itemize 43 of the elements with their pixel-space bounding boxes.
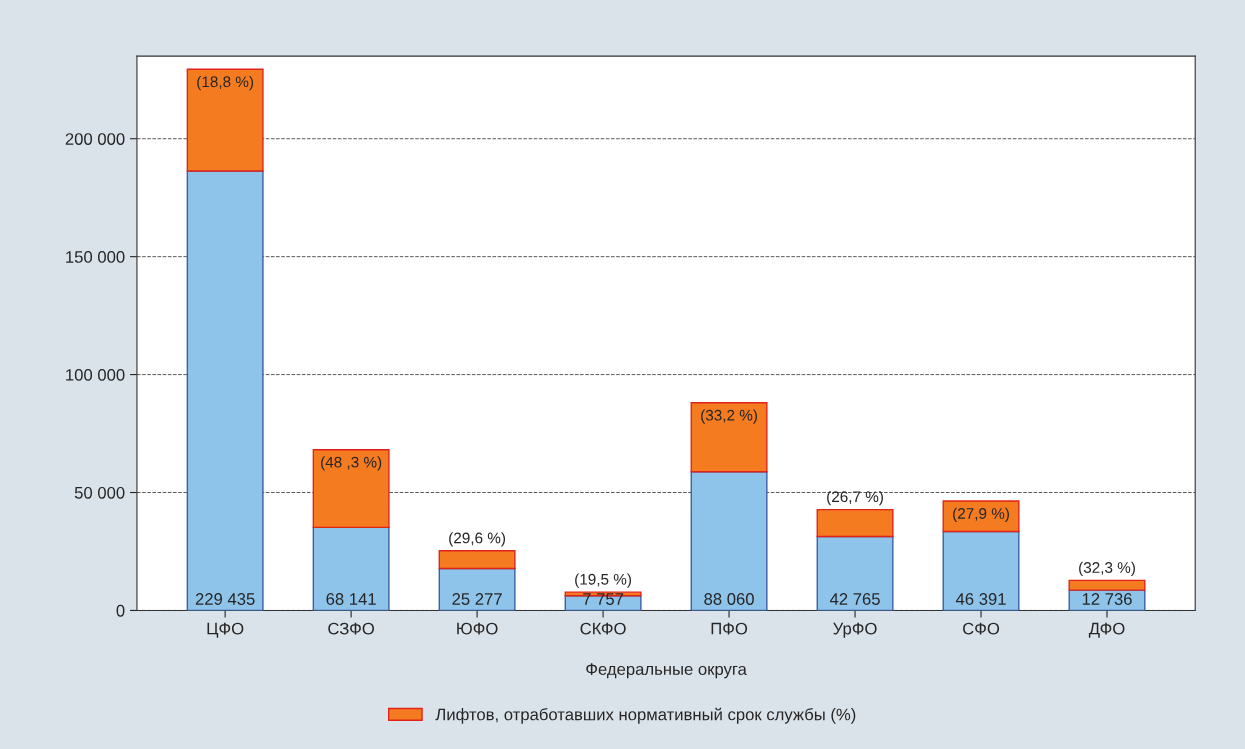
y-tick-label: 50 000 [74, 486, 125, 499]
x-tick-label: ПФО [711, 622, 748, 635]
x-tick-label: СФО [963, 622, 1000, 635]
legend-label: Лифтов, отработавших нормативный срок службы (%) [435, 707, 856, 724]
annotation: (18,8 %) [197, 75, 254, 91]
x-tick-label: ЮФО [457, 622, 498, 635]
annotation: (29,6 %) [449, 532, 506, 547]
x-tick-label: СКФО [580, 622, 626, 635]
bar [312, 526, 390, 611]
annotation: (27,9 %) [953, 507, 1009, 522]
total-label: 229 435 [195, 593, 255, 605]
annotation: (26,7 %) [827, 490, 883, 506]
total-label: 68 141 [326, 593, 376, 605]
bar [816, 508, 894, 538]
x-tick-label: СЗФО [328, 622, 374, 635]
y-tick-label: 150 000 [66, 251, 125, 263]
bar [438, 567, 516, 611]
bar [816, 535, 894, 611]
y-tick-label: 100 000 [66, 368, 125, 381]
y-tick-label: 0 [116, 604, 125, 617]
total-label: 12 736 [1082, 593, 1132, 605]
bar [312, 449, 390, 529]
bar [690, 402, 768, 473]
x-tick-label: УрФО [833, 622, 877, 638]
total-label: 42 765 [829, 593, 880, 605]
bar [942, 500, 1020, 533]
x-tick-label: ДФО [1088, 622, 1125, 638]
y-tick-label: 200 000 [65, 133, 125, 145]
annotation: (19,5 %) [575, 573, 632, 588]
bar [690, 471, 768, 611]
total-label: 46 391 [955, 593, 1006, 605]
bar [438, 550, 516, 570]
bar [186, 68, 264, 172]
x-tick-label: ЦФО [207, 622, 244, 638]
total-label: 25 277 [452, 593, 502, 605]
bar [186, 170, 264, 611]
x-axis-title: Федеральные округа [586, 663, 747, 679]
bar [1068, 579, 1146, 591]
annotation: (33,2 %) [701, 409, 757, 424]
annotation: (48 ,3 %) [321, 456, 382, 471]
annotation: (32,3 %) [1079, 561, 1135, 576]
bar [942, 530, 1020, 611]
total-label: 88 060 [704, 593, 754, 605]
